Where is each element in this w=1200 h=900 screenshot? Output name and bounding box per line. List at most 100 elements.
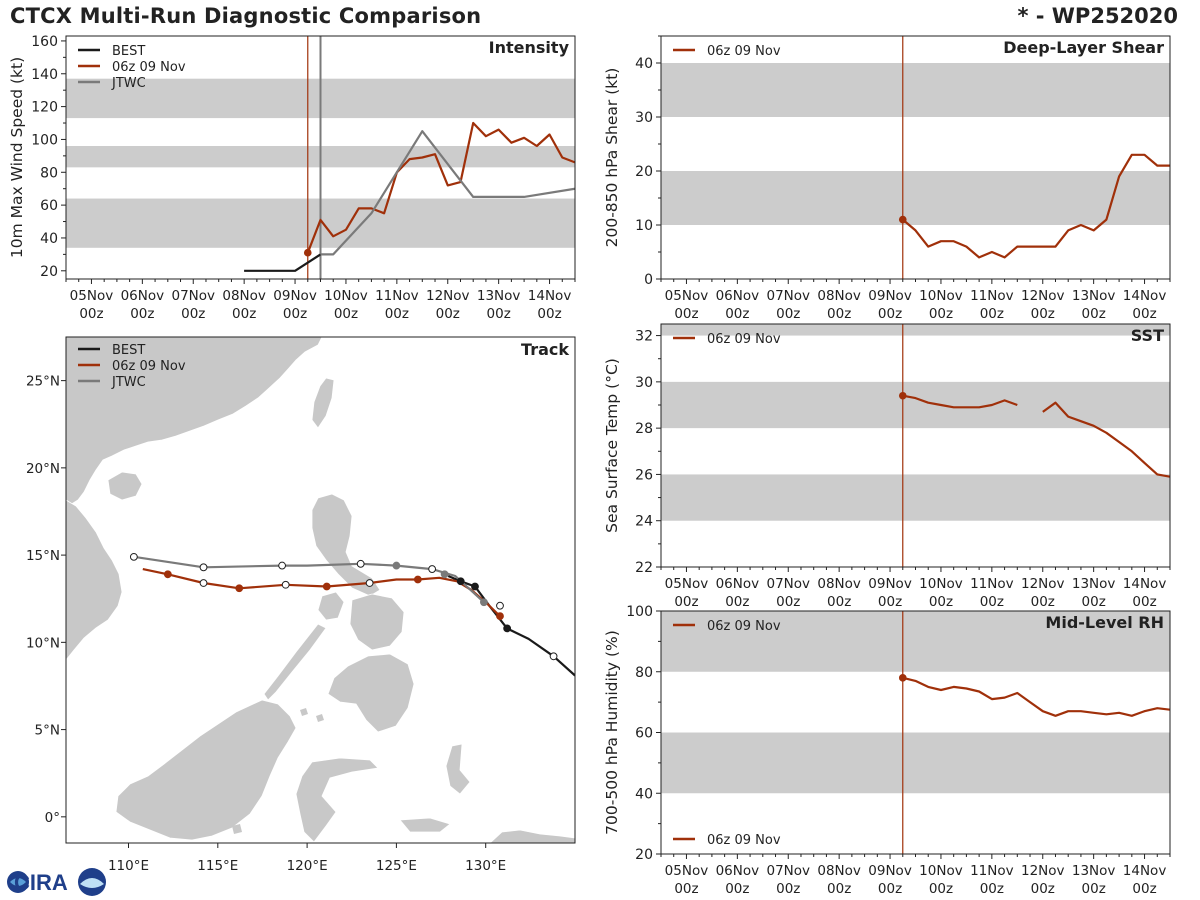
sst-xtick-label-day: 13Nov (1072, 576, 1116, 592)
shear-ytick-label: 0 (644, 272, 653, 288)
intensity-xtick-label-hour: 00z (436, 306, 460, 322)
sst-xtick-label-day: 10Nov (919, 576, 963, 592)
intensity-xtick-label-day: 05Nov (70, 288, 114, 304)
track-point-06z-09-nov (163, 570, 172, 579)
sst-plot-area (661, 324, 1170, 567)
track-ytick-label: 20°N (26, 461, 60, 477)
intensity-xtick-label-day: 14Nov (528, 288, 572, 304)
sst-xtick-label-hour: 00z (878, 594, 902, 610)
intensity-init-point (303, 248, 312, 257)
land-borneo (115, 699, 297, 841)
sst-ylabel: Sea Surface Temp (°C) (603, 358, 621, 533)
track-legend-label: BEST (112, 343, 145, 358)
track-xtick-label: 110°E (108, 858, 149, 874)
rh-band-1 (661, 611, 1170, 672)
track-legend-label: 06z 09 Nov (112, 359, 186, 374)
rh-xtick-label-day: 07Nov (766, 863, 810, 879)
rh-ytick-label: 60 (635, 726, 653, 742)
rh-xtick-label-day: 05Nov (665, 863, 709, 879)
intensity-ytick-label: 100 (31, 132, 58, 148)
intensity-xtick-label-day: 13Nov (477, 288, 521, 304)
rh-ytick-label: 40 (635, 786, 653, 802)
rh-band-0 (661, 732, 1170, 794)
sst-ytick-label: 28 (635, 421, 653, 437)
shear-xtick-label-hour: 00z (1082, 306, 1106, 322)
track-point-06z-09-nov (199, 579, 208, 587)
shear-xtick-label-day: 14Nov (1123, 288, 1167, 304)
sst-ytick-label: 32 (635, 329, 653, 345)
intensity-xtick-label-day: 11Nov (375, 288, 419, 304)
sst-panel: 22 24 26 28 30 32 05Nov 00z 06Nov 00z 07Nov 00z 08No… (603, 323, 1171, 610)
track-point-06z-09-nov (413, 575, 422, 584)
intensity-series-jtwc (320, 130, 575, 256)
intensity-xtick-label-hour: 00z (130, 306, 154, 322)
sst-xtick-label-hour: 00z (1082, 594, 1106, 610)
shear-xtick-label-hour: 00z (827, 306, 851, 322)
shear-plot-area (661, 36, 1170, 279)
rh-title: Mid-Level RH (1045, 613, 1164, 632)
track-panel: 110°E 115°E 120°E 125°E 130°E 0° 5°N 10°N 15°N 20… (26, 336, 576, 874)
sst-ytick-label: 24 (635, 514, 653, 530)
intensity-ytick-label: 20 (40, 264, 58, 280)
land-sulawesi (295, 757, 379, 843)
intensity-ytick-label: 40 (40, 231, 58, 247)
shear-xtick-label-hour: 00z (1132, 306, 1156, 322)
shear-xtick-label-hour: 00z (1031, 306, 1055, 322)
track-point-06z-09-nov (496, 601, 504, 610)
page-title: CTCX Multi-Run Diagnostic Comparison (10, 4, 482, 28)
intensity-title: Intensity (489, 38, 570, 57)
shear-xtick-label-day: 07Nov (766, 288, 810, 304)
sst-xtick-label-day: 12Nov (1021, 576, 1065, 592)
shear-xtick-label-day: 08Nov (817, 288, 861, 304)
sst-xtick-label-day: 07Nov (766, 576, 810, 592)
track-point-06z-09-nov (322, 582, 331, 591)
shear-xtick-label-hour: 00z (980, 306, 1004, 322)
rh-xtick-label-day: 09Nov (868, 863, 912, 879)
rh-xtick-label-day: 12Nov (1021, 863, 1065, 879)
shear-xtick-label-day: 10Nov (919, 288, 963, 304)
land-luzon (311, 493, 381, 597)
track-point-jtwc (129, 552, 138, 561)
shear-ytick-label: 30 (635, 110, 653, 126)
shear-title: Deep-Layer Shear (1003, 38, 1164, 57)
rh-init-point (898, 674, 907, 682)
sst-band-2 (661, 324, 1170, 336)
rh-ytick-label: 80 (635, 665, 653, 681)
intensity-series-06z-09-nov (306, 121, 575, 254)
land-visayas (349, 593, 405, 651)
shear-xtick-label-hour: 00z (878, 306, 902, 322)
intensity-xtick-label-day: 08Nov (222, 288, 266, 304)
intensity-plot-area (66, 36, 575, 279)
track-point-jtwc (428, 565, 437, 573)
sst-xtick-label-hour: 00z (725, 594, 749, 610)
track-line-best (447, 574, 575, 677)
rh-xtick-label-hour: 00z (1132, 881, 1156, 897)
shear-ytick-label: 20 (635, 164, 653, 180)
sst-ytick-label: 30 (635, 375, 653, 391)
intensity-panel: 20 40 60 80 100 120 140 160 05Nov 00z 06Nov 00z 07No… (8, 34, 576, 322)
rh-ytick-label: 20 (635, 847, 653, 863)
rh-xtick-label-hour: 00z (827, 881, 851, 897)
rh-plot-area (661, 611, 1170, 854)
shear-xtick-label-day: 05Nov (665, 288, 709, 304)
rh-xtick-label-hour: 00z (725, 881, 749, 897)
track-point-best (471, 582, 479, 591)
track-frame (65, 336, 576, 844)
rh-xtick-label-hour: 00z (929, 881, 953, 897)
rh-series-06z-09-nov (902, 676, 1170, 717)
track-point-jtwc (440, 570, 449, 579)
land-hainan (107, 471, 143, 501)
track-xtick-label: 120°E (287, 858, 328, 874)
sst-xtick-label-hour: 00z (827, 594, 851, 610)
intensity-ytick-label: 80 (40, 165, 58, 181)
rh-xtick-label-hour: 00z (1082, 881, 1106, 897)
intensity-ytick-label: 120 (31, 100, 58, 116)
shear-xtick-label-day: 06Nov (716, 288, 760, 304)
sst-init-point (898, 391, 907, 400)
cira-logo: CIRA (7, 868, 106, 896)
rh-xtick-label-day: 10Nov (919, 863, 963, 879)
shear-xtick-label-hour: 00z (929, 306, 953, 322)
rh-xtick-label-day: 13Nov (1072, 863, 1116, 879)
track-ytick-label: 10°N (26, 635, 60, 651)
